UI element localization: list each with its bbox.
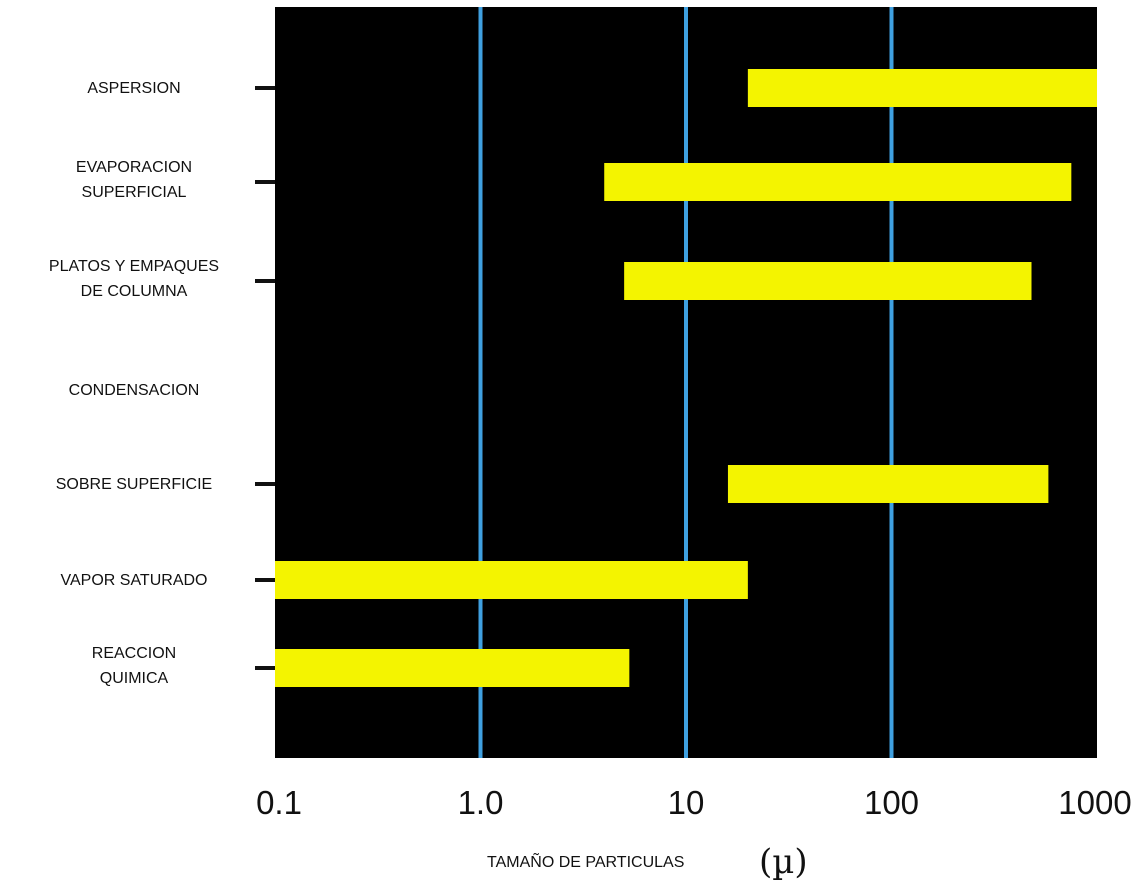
- category-label-2: PLATOS Y EMPAQUES DE COLUMNA: [4, 254, 264, 304]
- bar-2: [624, 262, 1032, 300]
- x-axis-unit: (µ): [759, 842, 808, 882]
- category-label-line: VAPOR SATURADO: [60, 571, 208, 589]
- category-label-4: SOBRE SUPERFICIE: [4, 472, 264, 497]
- bar-1: [604, 163, 1072, 201]
- category-label-line: QUIMICA: [99, 670, 169, 687]
- x-tick-label: 0.1: [256, 784, 302, 821]
- category-label-line: EVAPORACION: [75, 159, 193, 176]
- category-label-3: CONDENSACION: [4, 378, 264, 403]
- x-tick-label: 1000: [1058, 784, 1132, 821]
- category-label-line: SOBRE SUPERFICIE: [55, 475, 213, 493]
- category-label-0: ASPERSION: [4, 76, 264, 101]
- category-label-line: CONDENSACION: [68, 381, 200, 399]
- x-tick-label: 100: [863, 784, 920, 821]
- category-label-line: REACCION: [91, 645, 177, 662]
- category-label-line: SUPERFICIAL: [81, 184, 187, 201]
- category-label-line: DE COLUMNA: [80, 283, 188, 300]
- x-tick-label: 10: [667, 784, 705, 821]
- category-label-line: PLATOS Y EMPAQUES: [48, 258, 220, 275]
- category-label-6: REACCION QUIMICA: [4, 641, 264, 691]
- bar-5: [275, 561, 748, 599]
- category-label-5: VAPOR SATURADO: [4, 568, 264, 593]
- bar-4: [727, 465, 1049, 503]
- category-label-1: EVAPORACION SUPERFICIAL: [4, 155, 264, 205]
- bar-6: [275, 649, 630, 687]
- x-tick-label: 1.0: [457, 784, 504, 821]
- x-axis-label: TAMAÑO DE PARTICULAS: [487, 854, 685, 871]
- category-label-line: ASPERSION: [87, 79, 181, 97]
- bar-0: [747, 69, 1097, 107]
